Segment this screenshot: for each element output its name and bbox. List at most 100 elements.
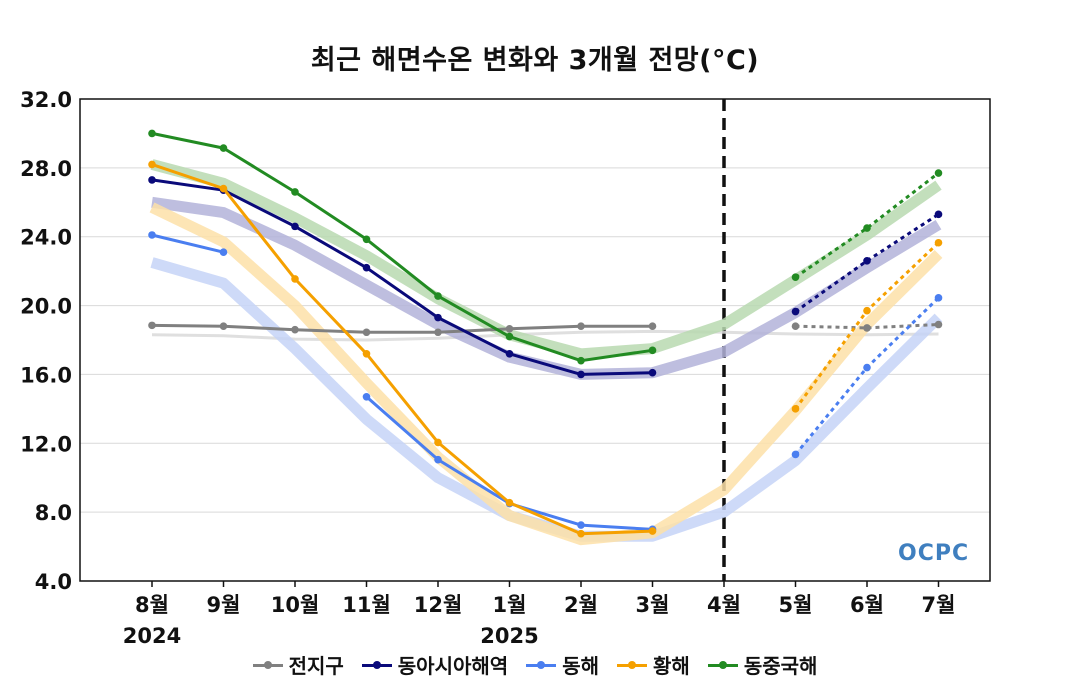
series-line bbox=[151, 178, 653, 376]
x-tick-label: 10월 bbox=[271, 593, 320, 617]
data-point bbox=[219, 184, 228, 193]
forecast-line bbox=[794, 171, 940, 279]
data-point bbox=[434, 313, 442, 322]
legend-label: 전지구 bbox=[288, 654, 344, 678]
data-point bbox=[291, 188, 299, 196]
y-tick-label: 4.0 bbox=[35, 570, 72, 594]
data-point bbox=[148, 129, 156, 138]
legend-swatch bbox=[252, 658, 283, 672]
data-point bbox=[505, 325, 514, 333]
legend-item: 동해 bbox=[526, 650, 599, 679]
y-tick-label: 12.0 bbox=[20, 432, 72, 456]
plot-frame bbox=[79, 98, 991, 582]
data-point bbox=[291, 222, 299, 231]
legend-label: 동아시아해역 bbox=[397, 654, 509, 678]
x-tick-label: 8월 bbox=[135, 593, 169, 617]
x-tick-label: 2월 bbox=[564, 593, 598, 617]
forecast-point bbox=[791, 322, 800, 331]
series-line bbox=[151, 323, 653, 334]
forecast-point bbox=[934, 210, 943, 219]
y-tick-label: 16.0 bbox=[20, 363, 72, 387]
y-tick-label: 8.0 bbox=[35, 501, 72, 525]
x-tick-label: 11월 bbox=[342, 593, 391, 617]
x-tick-label: 3월 bbox=[636, 593, 670, 617]
climatology-line bbox=[149, 202, 943, 546]
legend-item: 동중국해 bbox=[707, 650, 818, 679]
legend-label: 동중국해 bbox=[743, 654, 818, 678]
data-point bbox=[148, 160, 156, 169]
legend-swatch bbox=[617, 658, 647, 672]
data-point bbox=[219, 322, 228, 331]
data-point bbox=[577, 322, 585, 331]
forecast-point bbox=[791, 405, 800, 413]
data-point bbox=[648, 346, 657, 355]
x-tick-label: 7월 bbox=[922, 593, 956, 617]
forecast-line bbox=[794, 213, 940, 313]
legend-item: 동아시아해역 bbox=[361, 650, 509, 679]
forecast-point bbox=[934, 294, 943, 302]
forecast-point bbox=[791, 273, 800, 281]
data-point bbox=[291, 275, 299, 283]
x-year-label: 2025 bbox=[480, 624, 538, 648]
legend-swatch bbox=[707, 658, 738, 672]
data-point bbox=[362, 263, 371, 272]
chart-title: 최근 해면수온 변화와 3개월 전망(°C) bbox=[310, 45, 760, 76]
data-point bbox=[362, 393, 371, 401]
forecast-point bbox=[863, 324, 871, 332]
data-point bbox=[505, 349, 514, 358]
chart-legend: 전지구 동아시아해역 동해 황해 동중국해 bbox=[0, 650, 1070, 679]
forecast-point bbox=[863, 306, 871, 315]
forecast-point bbox=[934, 320, 943, 329]
ocpc-logo: OCPC bbox=[898, 541, 970, 566]
y-tick-label: 24.0 bbox=[20, 226, 72, 250]
x-year-label: 2024 bbox=[123, 624, 181, 648]
series-line bbox=[151, 162, 653, 536]
data-point bbox=[434, 455, 442, 464]
legend-label: 황해 bbox=[653, 654, 690, 678]
data-point bbox=[291, 325, 299, 334]
data-point bbox=[148, 231, 156, 239]
data-point bbox=[362, 349, 371, 358]
forecast-point bbox=[863, 224, 871, 232]
data-point bbox=[577, 529, 585, 538]
data-point bbox=[362, 235, 371, 244]
legend-item: 황해 bbox=[617, 650, 690, 679]
legend-label: 동해 bbox=[562, 654, 599, 678]
climatology-line bbox=[150, 257, 943, 542]
x-tick-label: 5월 bbox=[779, 593, 813, 617]
forecast-point bbox=[934, 238, 943, 247]
series-line bbox=[151, 131, 653, 363]
data-point bbox=[148, 321, 156, 330]
climatology-line bbox=[150, 159, 942, 360]
data-point bbox=[434, 292, 442, 300]
y-tick-label: 32.0 bbox=[20, 88, 72, 112]
x-tick-label: 6월 bbox=[850, 593, 884, 617]
forecast-point bbox=[863, 363, 871, 372]
x-tick-label: 4월 bbox=[707, 593, 741, 617]
y-tick-label: 28.0 bbox=[20, 157, 72, 181]
data-point bbox=[577, 521, 585, 529]
forecast-point bbox=[791, 450, 800, 459]
data-point bbox=[362, 328, 371, 337]
data-point bbox=[577, 370, 585, 379]
data-point bbox=[434, 438, 442, 447]
data-point bbox=[219, 248, 228, 257]
forecast-point bbox=[934, 169, 943, 177]
data-point bbox=[648, 322, 657, 331]
data-point bbox=[505, 332, 514, 341]
legend-swatch bbox=[526, 658, 557, 672]
climatology-line bbox=[151, 196, 942, 380]
y-tick-label: 20.0 bbox=[20, 295, 72, 319]
legend-swatch bbox=[361, 658, 392, 672]
data-point bbox=[505, 498, 514, 507]
data-point bbox=[434, 328, 442, 337]
legend-item: 전지구 bbox=[252, 650, 344, 679]
x-tick-label: 1월 bbox=[493, 593, 527, 617]
data-point bbox=[577, 356, 585, 365]
data-point bbox=[648, 368, 657, 377]
data-point bbox=[219, 144, 228, 152]
forecast-point bbox=[863, 257, 871, 265]
data-point bbox=[148, 176, 156, 184]
x-tick-label: 12월 bbox=[414, 593, 463, 617]
